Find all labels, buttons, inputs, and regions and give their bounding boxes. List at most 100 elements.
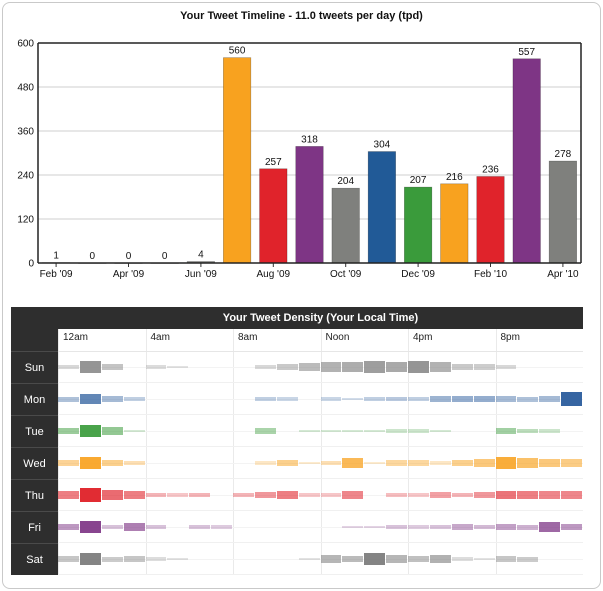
- density-cell: [451, 492, 473, 498]
- density-cell: [123, 491, 145, 499]
- header-divider: [58, 351, 583, 352]
- density-cell: [320, 362, 342, 372]
- density-cell: [539, 521, 561, 533]
- density-cell: [342, 555, 364, 563]
- bar-7: [295, 146, 324, 264]
- bar-9: [367, 151, 396, 264]
- density-cell: [539, 429, 561, 433]
- density-cell: [429, 525, 451, 529]
- row-centerline: [58, 431, 583, 432]
- density-cell: [233, 492, 254, 498]
- density-cell: [342, 491, 364, 499]
- density-cell: [123, 397, 145, 401]
- density-cell: [539, 459, 561, 467]
- density-cell: [101, 363, 123, 371]
- day-label: Mon: [11, 383, 58, 416]
- density-cell: [276, 397, 298, 401]
- density-cell: [58, 491, 79, 499]
- density-cell: [58, 459, 79, 467]
- day-label: Wed: [11, 447, 58, 480]
- density-cell: [539, 491, 561, 499]
- density-cell: [123, 460, 145, 466]
- day-label: Sun: [11, 351, 58, 384]
- density-cell: [561, 392, 582, 406]
- density-cell: [101, 427, 123, 435]
- density-cell: [495, 490, 517, 500]
- density-cell: [298, 461, 320, 465]
- density-cell: [408, 525, 429, 529]
- density-cell: [429, 395, 451, 403]
- bar-11: [440, 183, 469, 264]
- row-centerline: [58, 463, 583, 464]
- density-cell: [386, 493, 407, 497]
- data-label: 0: [162, 251, 168, 262]
- hour-label: 4pm: [413, 332, 433, 343]
- density-cell: [451, 363, 473, 371]
- density-cell: [298, 557, 320, 561]
- bar-13: [512, 58, 541, 264]
- data-label: 207: [410, 175, 427, 186]
- density-cell: [254, 461, 276, 465]
- data-label: 4: [198, 250, 204, 261]
- density-cell: [342, 525, 364, 529]
- day-label: Sat: [11, 543, 58, 576]
- data-label: 304: [374, 140, 391, 151]
- density-cell: [58, 427, 79, 435]
- day-label: Fri: [11, 511, 58, 544]
- density-cell: [320, 429, 342, 433]
- density-cell: [189, 525, 211, 529]
- data-label: 1: [53, 251, 59, 262]
- data-label: 0: [126, 251, 132, 262]
- density-cell: [386, 361, 407, 373]
- density-cell: [58, 364, 79, 370]
- density-cell: [145, 492, 167, 498]
- density-cell: [320, 555, 342, 563]
- density-cell: [101, 556, 123, 562]
- density-cell: [79, 393, 101, 405]
- row-centerline: [58, 527, 583, 528]
- hour-gridline: [408, 329, 409, 575]
- day-label: Tue: [11, 415, 58, 448]
- density-cell: [495, 364, 517, 370]
- density-cell: [320, 460, 342, 466]
- data-label: 557: [518, 47, 535, 58]
- density-cell: [167, 557, 189, 561]
- density-cell: [342, 397, 364, 401]
- hour-gridline: [145, 329, 147, 575]
- density-cell: [276, 491, 298, 499]
- density-cell: [408, 493, 429, 497]
- timeline-title: Your Tweet Timeline - 11.0 tweets per da…: [180, 10, 423, 22]
- density-cell: [451, 524, 473, 530]
- density-cell: [254, 491, 276, 499]
- density-cell: [539, 396, 561, 402]
- data-label: 560: [229, 46, 246, 57]
- data-label: 204: [337, 176, 354, 187]
- data-label: 257: [265, 157, 282, 168]
- x-tick-label: Apr '09: [113, 269, 145, 280]
- density-cell: [451, 459, 473, 467]
- density-cell: [517, 556, 539, 562]
- density-cell: [517, 396, 539, 402]
- bar-8: [331, 187, 360, 264]
- density-cell: [561, 491, 582, 499]
- density-cell: [254, 364, 276, 370]
- density-cell: [123, 556, 145, 562]
- density-cell: [79, 520, 101, 534]
- row-divider: [58, 510, 583, 511]
- data-label: 0: [90, 251, 96, 262]
- x-tick-label: Jun '09: [185, 269, 217, 280]
- bar-10: [404, 186, 433, 264]
- hour-label: Noon: [325, 332, 350, 343]
- density-cell: [408, 429, 429, 433]
- x-tick-label: Aug '09: [256, 269, 290, 280]
- y-tick-label: 600: [17, 39, 34, 50]
- density-cell: [495, 427, 517, 435]
- density-cell: [123, 429, 145, 433]
- density-cell: [79, 552, 101, 566]
- row-divider: [58, 542, 583, 543]
- density-cell: [561, 459, 582, 467]
- x-tick-label: Apr '10: [547, 269, 579, 280]
- density-cell: [167, 493, 189, 497]
- hour-gridline: [495, 329, 497, 575]
- density-cell: [298, 493, 320, 497]
